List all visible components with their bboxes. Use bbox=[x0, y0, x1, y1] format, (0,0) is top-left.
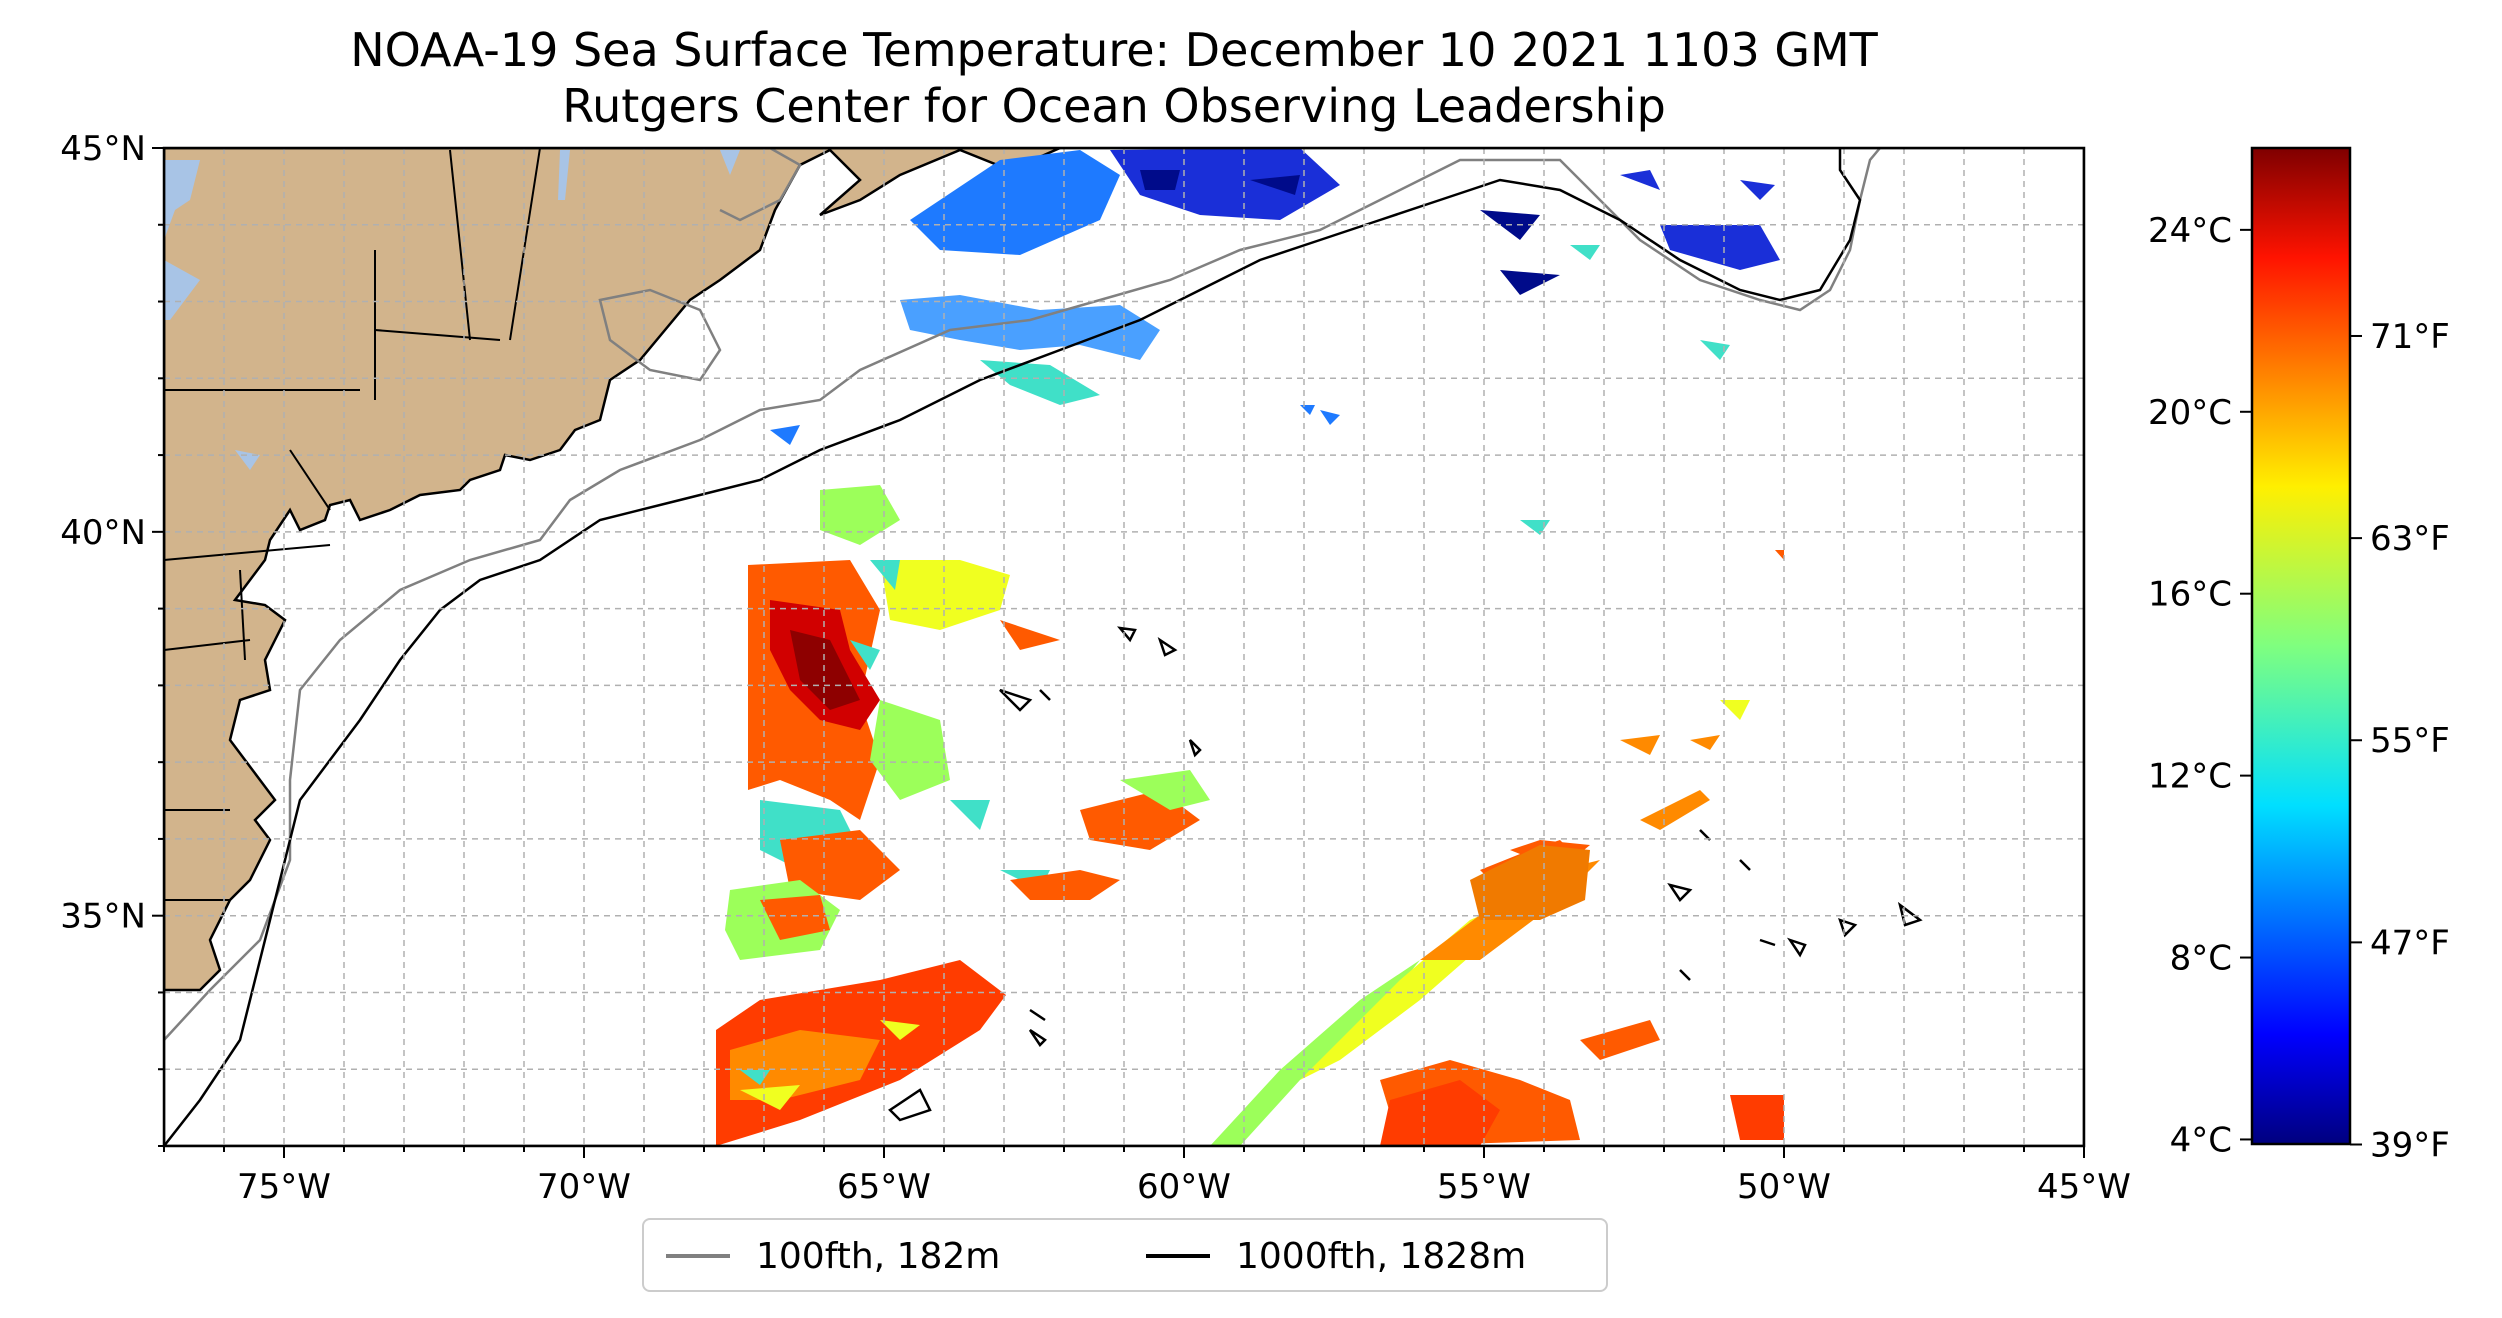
colorbar-f-label: 63°F bbox=[2370, 519, 2450, 559]
lon-tick-label: 55°W bbox=[1437, 1167, 1531, 1207]
colorbar-fahrenheit-axis: 71°F 63°F 55°F 47°F 39°F bbox=[2350, 317, 2450, 1166]
chart-subtitle: Rutgers Center for Ocean Observing Leade… bbox=[562, 79, 1666, 133]
colorbar-f-label: 47°F bbox=[2370, 923, 2450, 963]
colorbar-celsius-axis: 24°C 20°C 16°C 12°C 8°C 4°C bbox=[2148, 211, 2252, 1160]
lon-tick-label: 65°W bbox=[837, 1167, 931, 1207]
lon-tick-label: 60°W bbox=[1137, 1167, 1231, 1207]
lon-tick-label: 70°W bbox=[537, 1167, 631, 1207]
gridlines bbox=[164, 148, 2084, 1146]
legend-label-1000fth: 1000fth, 1828m bbox=[1236, 1235, 1527, 1277]
legend: 100fth, 182m 1000fth, 1828m bbox=[642, 1218, 1608, 1292]
legend-swatch-100fth bbox=[666, 1254, 730, 1258]
lon-axis: 75°W 70°W 65°W 60°W 55°W 50°W 45°W bbox=[163, 1146, 2131, 1207]
lat-axis: 45°N 40°N 35°N bbox=[60, 129, 164, 1147]
lat-tick-label: 35°N bbox=[60, 897, 146, 937]
lon-tick-label: 50°W bbox=[1737, 1167, 1831, 1207]
lat-tick-label: 40°N bbox=[60, 513, 146, 553]
colorbar-f-label: 55°F bbox=[2370, 721, 2450, 761]
bathymetry-100fth bbox=[164, 148, 1881, 1041]
lat-tick-label: 45°N bbox=[60, 129, 146, 169]
chart-title: NOAA-19 Sea Surface Temperature: Decembe… bbox=[350, 23, 1878, 77]
colorbar-c-label: 8°C bbox=[2170, 939, 2232, 979]
colorbar-c-label: 12°C bbox=[2148, 757, 2232, 797]
colorbar-f-label: 71°F bbox=[2370, 317, 2450, 357]
colorbar-c-label: 4°C bbox=[2170, 1120, 2232, 1160]
state-borders bbox=[164, 148, 541, 901]
legend-label-100fth: 100fth, 182m bbox=[756, 1235, 1001, 1277]
lon-tick-label: 45°W bbox=[2037, 1167, 2131, 1207]
map-area bbox=[164, 148, 2084, 1146]
legend-item-1000fth: 1000fth, 1828m bbox=[1146, 1234, 1526, 1278]
colorbar-c-label: 24°C bbox=[2148, 211, 2232, 251]
colorbar: 24°C 20°C 16°C 12°C 8°C 4°C 71°F 63°F 55°F 47°F 3… bbox=[2148, 146, 2450, 1166]
bathymetry-1000fth bbox=[164, 148, 1923, 1146]
legend-swatch-1000fth bbox=[1146, 1254, 1210, 1258]
colorbar-c-label: 16°C bbox=[2148, 575, 2232, 615]
lon-tick-label: 75°W bbox=[237, 1167, 331, 1207]
colorbar-c-label: 20°C bbox=[2148, 393, 2232, 433]
sst-data-layer bbox=[716, 148, 1784, 1146]
colorbar-f-label: 39°F bbox=[2370, 1126, 2450, 1166]
legend-item-100fth: 100fth, 182m bbox=[666, 1234, 1000, 1278]
